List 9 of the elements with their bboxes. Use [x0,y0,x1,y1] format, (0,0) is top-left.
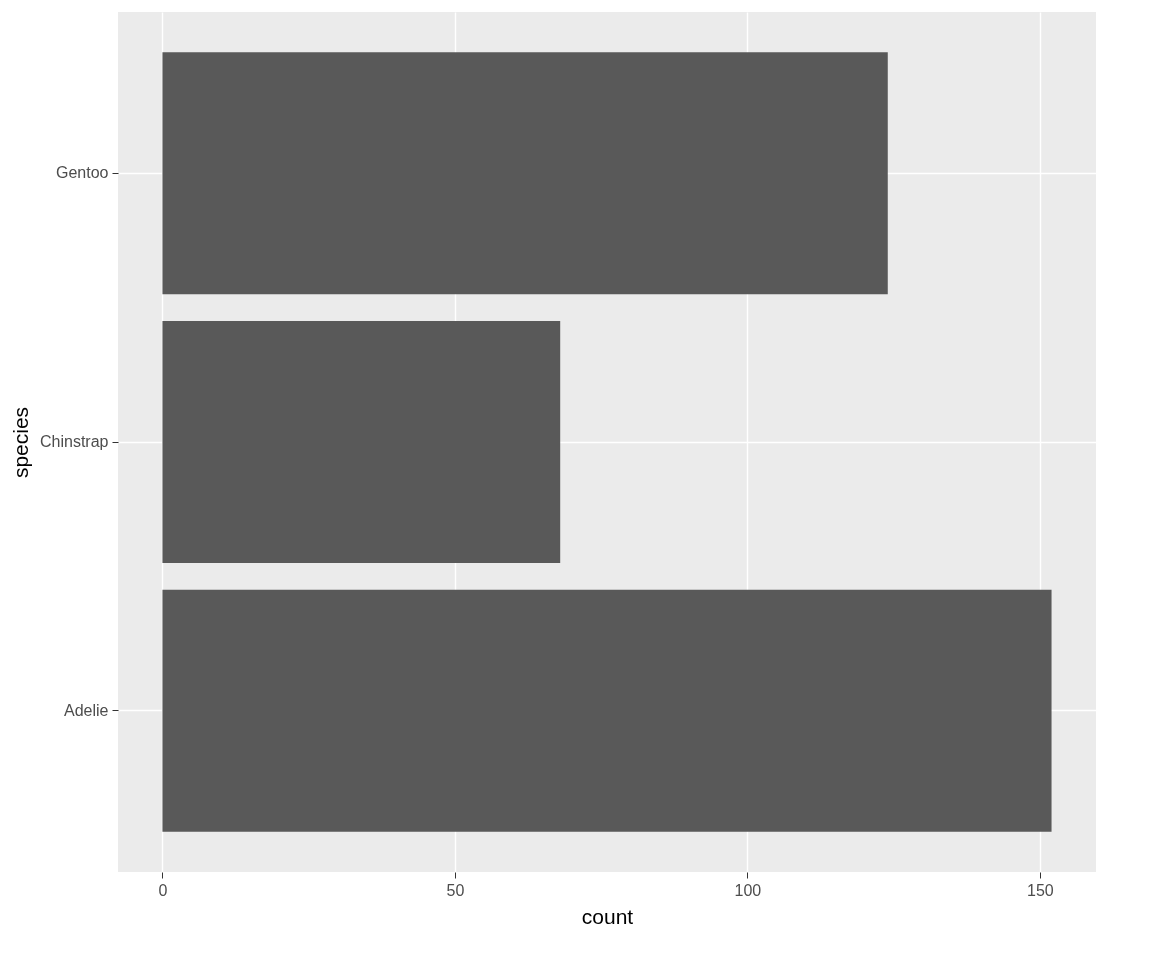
x-tick-label: 50 [446,881,465,899]
y-tick-label: Adelie [64,701,109,719]
y-tick-label: Chinstrap [40,433,109,450]
x-axis-title: count [581,904,634,928]
x-tick-label: 0 [158,881,168,899]
x-tick-label: 150 [1027,881,1054,899]
y-axis-title: species [9,406,33,479]
y-tick-label: Gentoo [56,164,109,182]
x-tick-label: 100 [734,881,762,899]
